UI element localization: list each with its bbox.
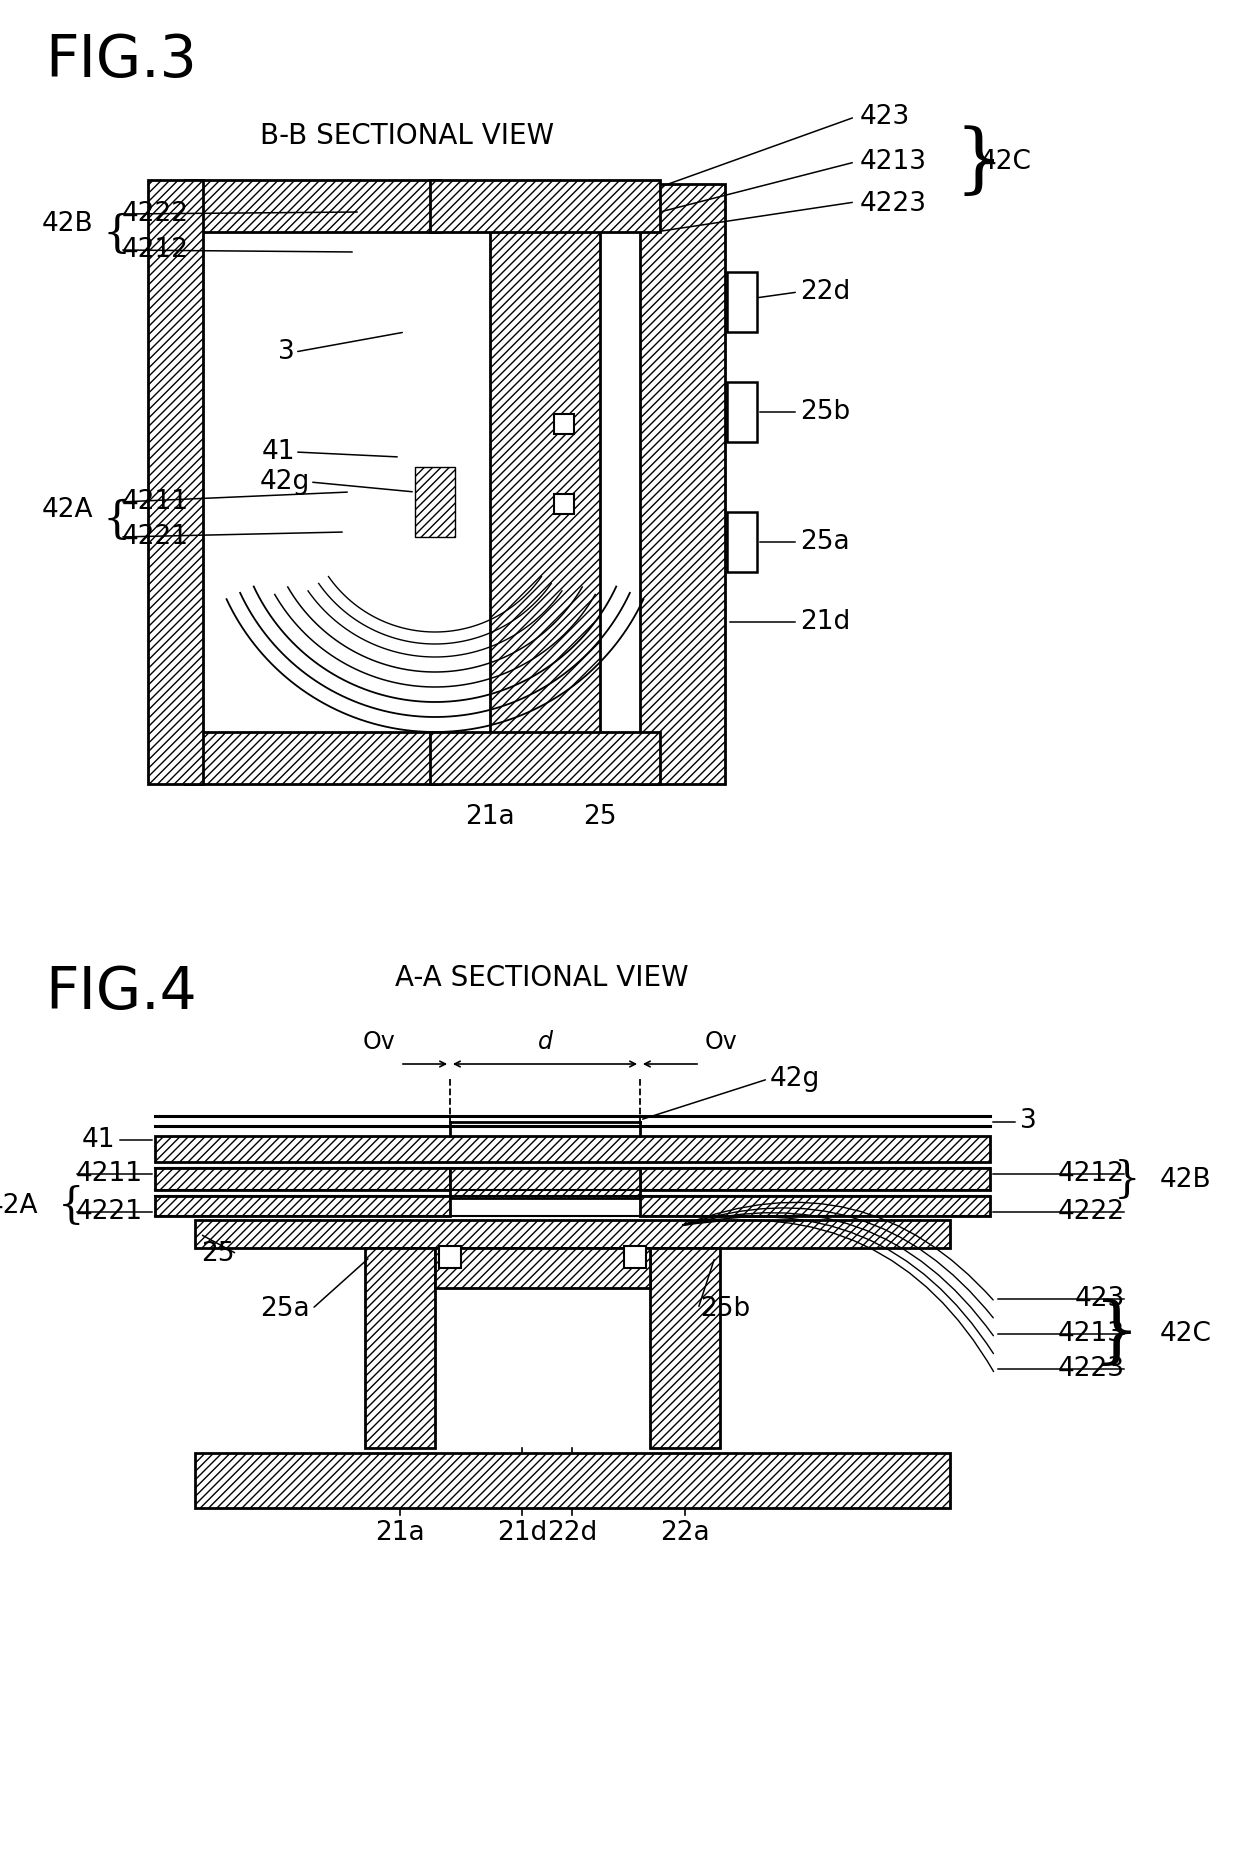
Text: 21d: 21d <box>497 1519 547 1545</box>
Text: 41: 41 <box>82 1128 115 1154</box>
Text: 4222: 4222 <box>122 201 188 227</box>
Text: 25a: 25a <box>260 1295 310 1322</box>
Bar <box>727 382 756 442</box>
Text: 3: 3 <box>278 339 295 365</box>
Text: }: } <box>1094 1299 1140 1370</box>
Bar <box>155 1135 990 1161</box>
Text: 21a: 21a <box>376 1519 425 1545</box>
Text: 42B: 42B <box>1159 1167 1211 1193</box>
Bar <box>148 181 203 785</box>
Text: 25a: 25a <box>800 529 849 555</box>
Text: {: { <box>102 498 130 542</box>
Text: d: d <box>537 1031 553 1053</box>
Bar <box>439 1245 461 1268</box>
Text: 22d: 22d <box>547 1519 598 1545</box>
Bar <box>435 1249 650 1288</box>
Bar <box>430 733 660 785</box>
Bar <box>155 1197 450 1215</box>
Bar <box>185 181 440 231</box>
Text: A-A SECTIONAL VIEW: A-A SECTIONAL VIEW <box>396 964 688 992</box>
Text: 25: 25 <box>201 1241 236 1268</box>
Text: Ov: Ov <box>362 1031 396 1053</box>
Text: {: { <box>58 1186 84 1227</box>
Bar <box>415 468 455 537</box>
Text: Ov: Ov <box>706 1031 738 1053</box>
Bar <box>640 1169 990 1189</box>
Bar <box>490 192 600 736</box>
Bar <box>640 1197 990 1215</box>
Bar <box>554 414 574 434</box>
Text: 4223: 4223 <box>861 190 928 216</box>
Text: 4211: 4211 <box>76 1161 143 1187</box>
Text: 25b: 25b <box>800 399 851 425</box>
Text: }: } <box>1114 1159 1140 1200</box>
Text: {: { <box>102 212 130 255</box>
Bar <box>650 1249 720 1448</box>
Text: 423: 423 <box>861 104 910 130</box>
Bar <box>155 1169 450 1189</box>
Text: 4212: 4212 <box>122 237 188 263</box>
Text: 22d: 22d <box>800 280 851 306</box>
Bar <box>727 272 756 332</box>
Text: 42A: 42A <box>42 498 93 524</box>
Text: 4212: 4212 <box>1058 1161 1125 1187</box>
Text: FIG.4: FIG.4 <box>45 964 197 1021</box>
Bar <box>430 181 660 231</box>
Bar <box>450 1169 640 1199</box>
Bar <box>727 513 756 572</box>
Text: 42g: 42g <box>259 470 310 496</box>
Text: 22a: 22a <box>660 1519 709 1545</box>
Bar <box>185 733 440 785</box>
Text: }: } <box>955 125 1003 199</box>
Text: 4213: 4213 <box>1058 1322 1125 1348</box>
Text: 42B: 42B <box>42 211 94 237</box>
Text: 41: 41 <box>262 440 295 464</box>
Text: 4221: 4221 <box>76 1199 143 1225</box>
Bar <box>195 1454 950 1508</box>
Text: 4213: 4213 <box>861 149 928 175</box>
Text: 42g: 42g <box>770 1066 820 1092</box>
Text: 4222: 4222 <box>1058 1199 1125 1225</box>
Text: 4211: 4211 <box>122 488 188 514</box>
Bar <box>624 1245 646 1268</box>
Text: 42C: 42C <box>980 149 1032 175</box>
Text: FIG.3: FIG.3 <box>45 32 197 89</box>
Text: 42C: 42C <box>1159 1322 1211 1348</box>
Text: 4223: 4223 <box>1058 1355 1125 1381</box>
Bar <box>554 494 574 514</box>
Bar <box>640 185 725 785</box>
Text: 25b: 25b <box>701 1295 750 1322</box>
Bar <box>365 1249 435 1448</box>
Text: 25: 25 <box>583 803 616 829</box>
Text: B-B SECTIONAL VIEW: B-B SECTIONAL VIEW <box>260 121 554 149</box>
Text: 21a: 21a <box>465 803 515 829</box>
Text: 21d: 21d <box>800 610 851 636</box>
Text: 423: 423 <box>1075 1286 1125 1312</box>
Bar <box>195 1221 950 1249</box>
Text: 3: 3 <box>1021 1107 1037 1133</box>
Text: 42A: 42A <box>0 1193 38 1219</box>
Text: 4221: 4221 <box>122 524 188 550</box>
